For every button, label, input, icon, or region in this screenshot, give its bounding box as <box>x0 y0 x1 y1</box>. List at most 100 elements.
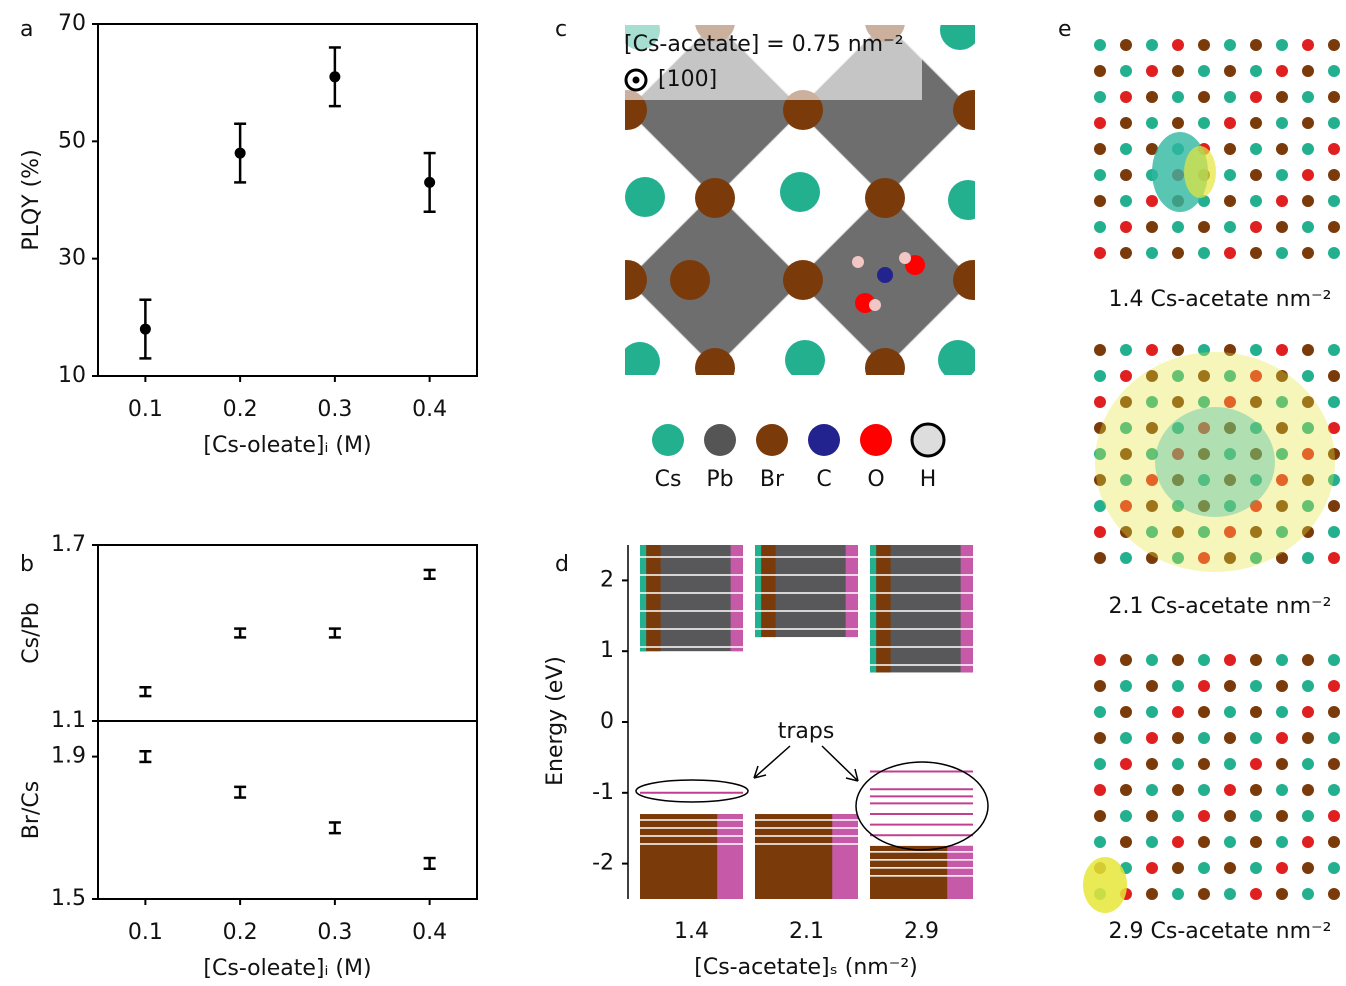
legend-label: C <box>816 467 831 492</box>
atom <box>1224 810 1236 822</box>
atom <box>1276 474 1288 486</box>
atom <box>1224 888 1236 900</box>
atom <box>1328 888 1340 900</box>
atom <box>1250 758 1262 770</box>
br-atom <box>953 260 975 300</box>
atom <box>1224 526 1236 538</box>
x-tick-label: 0.2 <box>223 920 258 945</box>
atom <box>1198 396 1210 408</box>
atom <box>1172 344 1184 356</box>
orbital-lobe <box>1155 407 1275 517</box>
direction-dot <box>632 76 640 84</box>
br-atom <box>865 178 905 218</box>
trap-circle <box>855 761 989 851</box>
atom <box>1120 654 1132 666</box>
atom <box>1302 680 1314 692</box>
atom <box>1224 500 1236 512</box>
atom <box>1302 396 1314 408</box>
atom <box>1198 552 1210 564</box>
atom <box>1198 888 1210 900</box>
atom <box>1172 117 1184 129</box>
x-axis-label: [Cs-acetate]ₛ (nm⁻²) <box>694 955 917 980</box>
atom <box>1198 39 1210 51</box>
atom <box>1146 680 1158 692</box>
atom <box>1250 117 1262 129</box>
atom <box>1302 500 1314 512</box>
atom <box>1276 370 1288 382</box>
br-atom <box>625 260 647 300</box>
atom <box>1146 706 1158 718</box>
atom <box>1198 706 1210 718</box>
atom <box>1328 500 1340 512</box>
atom <box>1250 810 1262 822</box>
panel-label: a <box>20 17 33 42</box>
atom <box>1094 810 1106 822</box>
br-atom <box>695 348 735 375</box>
atom <box>1146 888 1158 900</box>
atom <box>1250 680 1262 692</box>
atom <box>1328 784 1340 796</box>
atom <box>1094 344 1106 356</box>
atom <box>1172 732 1184 744</box>
atom <box>1328 247 1340 259</box>
atom <box>1224 422 1236 434</box>
br-atom <box>695 178 735 218</box>
atom <box>1198 117 1210 129</box>
atom <box>1328 526 1340 538</box>
x-tick-label: 0.4 <box>412 920 447 945</box>
atom <box>1198 654 1210 666</box>
panel-label: b <box>20 552 34 577</box>
atom <box>1276 526 1288 538</box>
atom <box>1094 221 1106 233</box>
atom <box>1302 732 1314 744</box>
atom <box>1120 195 1132 207</box>
atom <box>1328 758 1340 770</box>
atom <box>1302 448 1314 460</box>
orbital-lobe <box>1083 857 1127 913</box>
atom <box>1250 862 1262 874</box>
atom <box>1328 117 1340 129</box>
atom <box>1250 195 1262 207</box>
atom <box>1120 65 1132 77</box>
atom <box>1094 65 1106 77</box>
atom <box>1198 680 1210 692</box>
band-cs <box>755 545 762 638</box>
atom <box>1328 195 1340 207</box>
atom <box>1146 758 1158 770</box>
atom <box>1250 448 1262 460</box>
atom <box>1302 784 1314 796</box>
atom <box>1302 370 1314 382</box>
atom <box>1120 143 1132 155</box>
atom <box>1276 221 1288 233</box>
band-cs <box>870 545 877 673</box>
atom <box>1120 836 1132 848</box>
atom <box>1302 221 1314 233</box>
atom <box>1120 500 1132 512</box>
atom <box>1172 422 1184 434</box>
atom <box>1328 474 1340 486</box>
atom <box>1120 221 1132 233</box>
atom <box>1328 732 1340 744</box>
x-tick-label: 0.1 <box>128 920 163 945</box>
atom <box>1094 758 1106 770</box>
atom <box>1120 474 1132 486</box>
atom <box>1276 143 1288 155</box>
legend-swatch <box>704 424 736 456</box>
atom <box>1276 732 1288 744</box>
atom <box>1302 836 1314 848</box>
legend-label: Br <box>760 467 785 492</box>
atom <box>1276 836 1288 848</box>
atom <box>1224 344 1236 356</box>
atom <box>1250 706 1262 718</box>
legend-label: H <box>920 467 937 492</box>
atom <box>1276 91 1288 103</box>
atom <box>1198 810 1210 822</box>
atom <box>1250 422 1262 434</box>
atom <box>1276 758 1288 770</box>
atom <box>1172 39 1184 51</box>
atom <box>1224 195 1236 207</box>
atom <box>1120 91 1132 103</box>
atom <box>1146 396 1158 408</box>
h-atom <box>852 256 864 268</box>
atom <box>1328 680 1340 692</box>
